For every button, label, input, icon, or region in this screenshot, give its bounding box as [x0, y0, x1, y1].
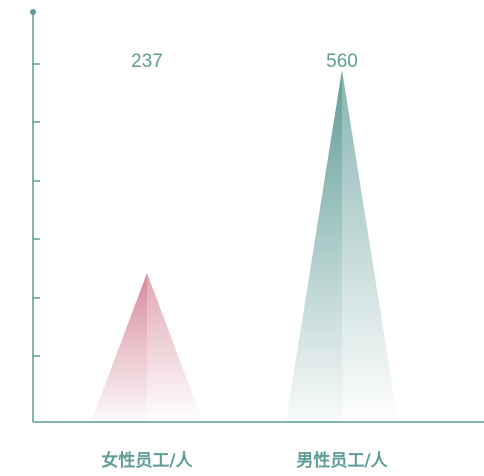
- bar-triangle-right-1: [147, 273, 203, 422]
- bar-triangle-left-2: [286, 70, 342, 422]
- value-label-1: 237: [131, 51, 163, 72]
- labels: 237 女性员工/人 560 男性员工/人: [101, 51, 388, 471]
- bar-triangle-left-1: [91, 273, 147, 422]
- category-label-2: 男性员工/人: [296, 450, 388, 471]
- category-label-1: 女性员工/人: [101, 450, 193, 471]
- axes: [30, 9, 484, 423]
- value-label-2: 560: [326, 51, 358, 72]
- bar-triangle-right-2: [342, 70, 398, 422]
- y-axis-cap-dot: [30, 9, 36, 15]
- marks: [91, 70, 398, 422]
